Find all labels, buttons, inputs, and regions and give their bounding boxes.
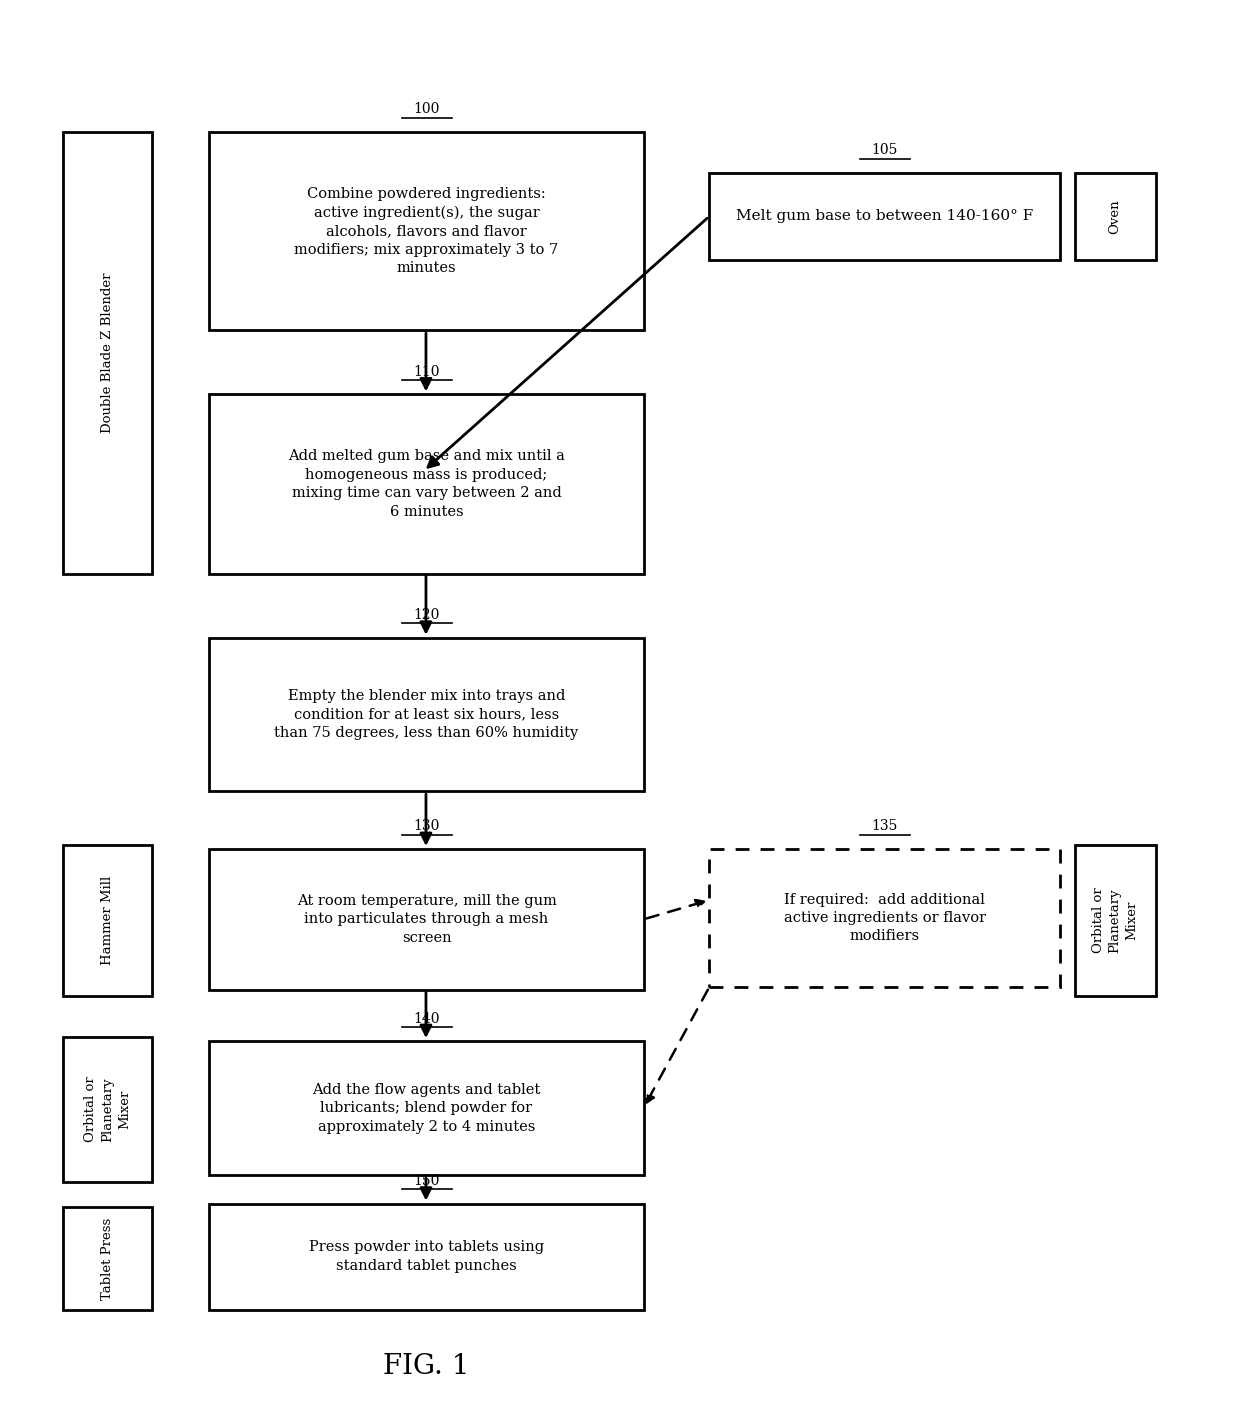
Text: Empty the blender mix into trays and
condition for at least six hours, less
than: Empty the blender mix into trays and con…	[274, 689, 579, 740]
Text: Hammer Mill: Hammer Mill	[100, 877, 114, 965]
Bar	[63, 1207, 153, 1310]
Text: 140: 140	[413, 1012, 440, 1026]
Bar	[210, 132, 644, 331]
Text: Orbital or
Planetary
Mixer: Orbital or Planetary Mixer	[84, 1076, 131, 1142]
Bar	[63, 1037, 153, 1182]
Text: Add melted gum base and mix until a
homogeneous mass is produced;
mixing time ca: Add melted gum base and mix until a homo…	[288, 449, 565, 519]
Text: FIG. 1: FIG. 1	[383, 1354, 470, 1380]
Bar	[210, 637, 644, 791]
Bar	[210, 394, 644, 574]
Bar	[63, 132, 153, 574]
Bar	[1075, 846, 1156, 996]
Text: Tablet Press: Tablet Press	[100, 1217, 114, 1300]
Bar	[210, 1041, 644, 1175]
Text: 100: 100	[413, 103, 440, 117]
Bar	[709, 173, 1060, 260]
Text: Oven: Oven	[1109, 198, 1122, 234]
Bar	[210, 1203, 644, 1310]
Text: 150: 150	[413, 1173, 440, 1188]
Text: Press powder into tablets using
standard tablet punches: Press powder into tablets using standard…	[309, 1241, 544, 1273]
Text: 130: 130	[413, 819, 440, 833]
Text: 110: 110	[413, 364, 440, 378]
Text: If required:  add additional
active ingredients or flavor
modifiers: If required: add additional active ingre…	[784, 892, 986, 943]
Text: 105: 105	[872, 144, 898, 158]
Text: Melt gum base to between 140-160° F: Melt gum base to between 140-160° F	[737, 210, 1033, 224]
Bar	[210, 848, 644, 989]
Text: 135: 135	[872, 819, 898, 833]
Bar	[709, 848, 1060, 988]
Bar	[1075, 173, 1156, 260]
Text: Combine powdered ingredients:
active ingredient(s), the sugar
alcohols, flavors : Combine powdered ingredients: active ing…	[294, 187, 559, 276]
Text: At room temperature, mill the gum
into particulates through a mesh
screen: At room temperature, mill the gum into p…	[296, 893, 557, 944]
Bar	[63, 846, 153, 996]
Text: Orbital or
Planetary
Mixer: Orbital or Planetary Mixer	[1091, 888, 1138, 954]
Text: 120: 120	[413, 608, 440, 622]
Text: Double Blade Z Blender: Double Blade Z Blender	[100, 273, 114, 433]
Text: Add the flow agents and tablet
lubricants; blend powder for
approximately 2 to 4: Add the flow agents and tablet lubricant…	[312, 1083, 541, 1134]
